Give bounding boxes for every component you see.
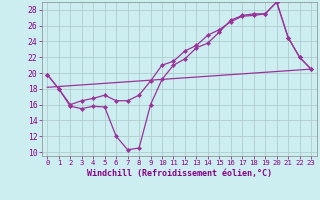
X-axis label: Windchill (Refroidissement éolien,°C): Windchill (Refroidissement éolien,°C) (87, 169, 272, 178)
